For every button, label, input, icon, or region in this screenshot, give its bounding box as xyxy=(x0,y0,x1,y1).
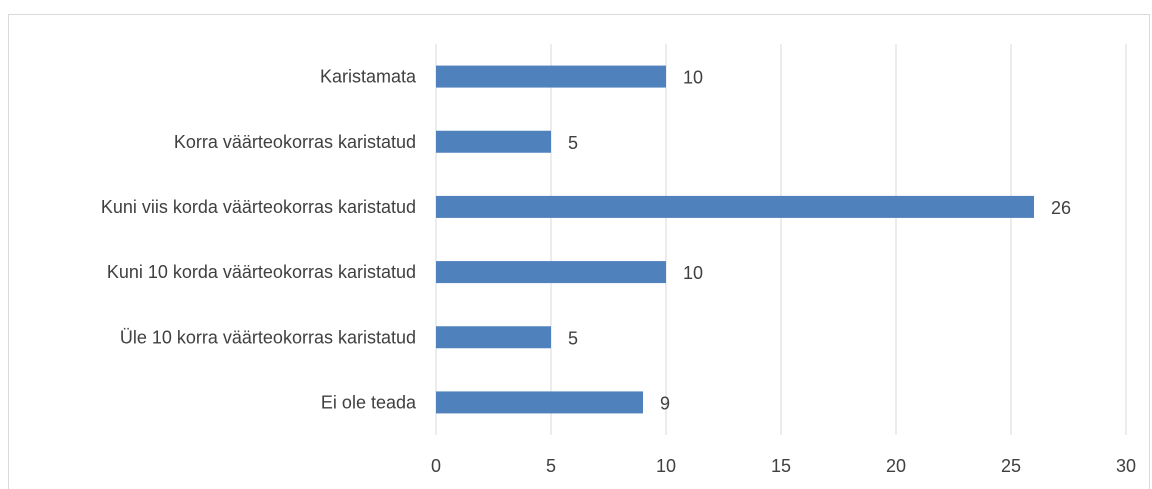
data-label: 5 xyxy=(568,133,578,153)
data-label: 5 xyxy=(568,328,578,348)
data-label: 9 xyxy=(660,393,670,413)
category-label: Kuni viis korda väärteokorras karistatud xyxy=(101,197,416,217)
data-label: 10 xyxy=(683,68,703,88)
bar xyxy=(436,326,551,349)
category-label: Kuni 10 korda väärteokorras karistatud xyxy=(107,262,416,282)
data-label: 10 xyxy=(683,263,703,283)
x-tick-label: 15 xyxy=(771,456,791,476)
x-tick-label: 25 xyxy=(1001,456,1021,476)
x-tick-label: 5 xyxy=(546,456,556,476)
bar xyxy=(436,130,551,153)
category-label: Korra väärteokorras karistatud xyxy=(174,132,416,152)
x-tick-label: 20 xyxy=(886,456,906,476)
bar xyxy=(436,261,666,284)
category-label: Ei ole teada xyxy=(321,392,417,412)
chart-frame xyxy=(8,14,1150,489)
bar xyxy=(436,65,666,88)
category-label: Karistamata xyxy=(320,67,417,87)
bar xyxy=(436,391,643,414)
x-tick-label: 10 xyxy=(656,456,676,476)
category-label: Üle 10 korra väärteokorras karistatud xyxy=(120,327,416,347)
data-label: 26 xyxy=(1051,198,1071,218)
x-tick-label: 30 xyxy=(1116,456,1136,476)
x-tick-label: 0 xyxy=(431,456,441,476)
bar xyxy=(436,195,1034,218)
